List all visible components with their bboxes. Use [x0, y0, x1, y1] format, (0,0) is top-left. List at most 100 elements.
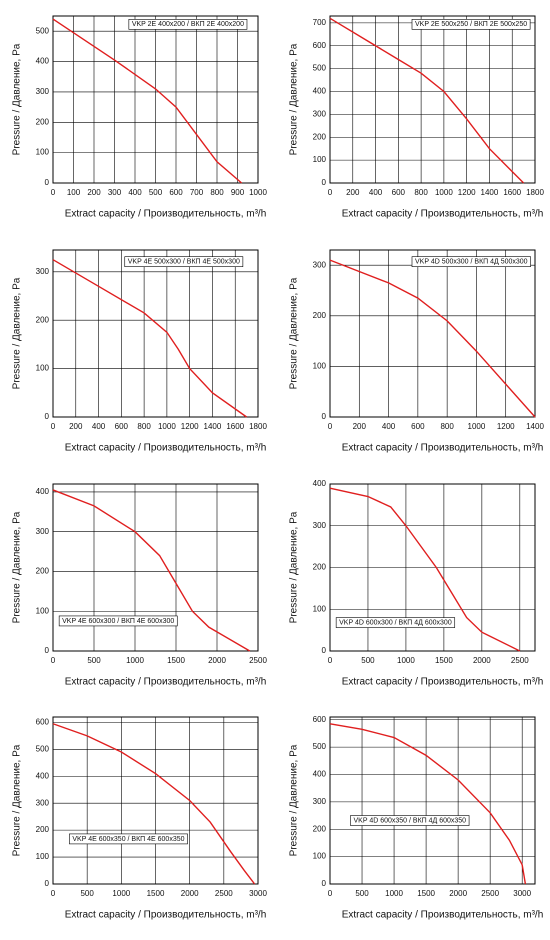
x-tick-label: 2000: [208, 656, 226, 665]
x-tick-label: 1000: [112, 889, 130, 898]
y-tick-label: 200: [36, 315, 50, 324]
y-tick-label: 0: [45, 412, 50, 421]
x-axis-title: Extract capacity / Производительность, m…: [342, 209, 544, 220]
y-axis-title: Pressure / Давление, Pa: [289, 511, 300, 623]
y-tick-label: 100: [36, 148, 50, 157]
x-tick-label: 2500: [511, 656, 529, 665]
curve: [329, 487, 521, 652]
legend-box: [411, 256, 531, 267]
y-tick-label: 500: [36, 26, 50, 35]
y-tick-label: 200: [36, 117, 50, 126]
curve: [329, 17, 525, 184]
legend-text: VKP 2E 400x200 / ВКП 2Е 400x200: [132, 21, 244, 28]
y-tick-label: 0: [45, 646, 50, 655]
plot-area: [329, 249, 536, 418]
y-tick-label: 600: [313, 41, 327, 50]
legend-box: [69, 833, 188, 845]
x-tick-label: 1500: [147, 889, 165, 898]
y-tick-label: 300: [313, 797, 327, 806]
plot-area: [329, 716, 536, 885]
y-tick-label: 0: [322, 646, 327, 655]
y-tick-label: 100: [36, 606, 50, 615]
y-tick-label: 100: [313, 604, 327, 613]
y-tick-label: 700: [313, 18, 327, 27]
x-tick-label: 200: [346, 188, 360, 197]
x-tick-label: 600: [411, 422, 425, 431]
x-tick-label: 1000: [397, 656, 415, 665]
legend-text: VKP 4D 600x350 / ВКП 4Д 600x350: [354, 817, 467, 824]
x-tick-label: 500: [80, 889, 94, 898]
x-tick-label: 400: [128, 188, 142, 197]
x-tick-label: 500: [87, 656, 101, 665]
curve: [52, 259, 248, 418]
y-axis-title: Pressure / Давление, Pa: [12, 511, 23, 623]
x-tick-label: 1400: [526, 422, 544, 431]
curve: [329, 723, 527, 885]
y-tick-label: 100: [36, 852, 50, 861]
x-tick-label: 1400: [481, 188, 499, 197]
legend-label: VKP 4D 600x300 / ВКП 4Д 600x300: [335, 617, 456, 628]
x-tick-label: 100: [67, 188, 81, 197]
x-tick-label: 800: [210, 188, 224, 197]
y-tick-label: 400: [313, 479, 327, 488]
curve: [52, 723, 256, 885]
curve: [329, 259, 536, 418]
x-tick-label: 2000: [473, 656, 491, 665]
x-tick-label: 1200: [181, 422, 199, 431]
legend-text: VKP 4E 600x350 / ВКП 4Е 600x350: [72, 836, 184, 843]
x-tick-label: 1500: [167, 656, 185, 665]
legend-label: VKP 4D 600x350 / ВКП 4Д 600x350: [350, 815, 470, 826]
x-tick-label: 1000: [249, 188, 267, 197]
y-tick-label: 300: [313, 521, 327, 530]
x-tick-label: 400: [382, 422, 396, 431]
plot-area: [329, 15, 536, 184]
x-tick-label: 2500: [481, 889, 499, 898]
x-tick-label: 1600: [226, 422, 244, 431]
y-axis-title: Pressure / Давление, Pa: [12, 277, 23, 389]
legend-box: [350, 815, 470, 826]
x-tick-label: 2500: [249, 656, 267, 665]
x-tick-label: 700: [190, 188, 204, 197]
x-tick-label: 1200: [497, 422, 515, 431]
legend-label: VKP 4E 600x300 / ВКП 4Е 600x300: [58, 615, 178, 627]
y-tick-label: 600: [36, 717, 50, 726]
x-axis-title: Extract capacity / Производительность, m…: [342, 443, 544, 454]
y-tick-label: 200: [313, 132, 327, 141]
x-tick-label: 1400: [204, 422, 222, 431]
y-tick-label: 0: [322, 879, 327, 888]
x-tick-label: 0: [51, 188, 56, 197]
y-tick-label: 100: [313, 155, 327, 164]
y-tick-label: 300: [313, 260, 327, 269]
legend-text: VKP 4D 600x300 / ВКП 4Д 600x300: [339, 619, 452, 626]
x-tick-label: 200: [87, 188, 101, 197]
x-tick-label: 500: [361, 656, 375, 665]
x-axis-title: Extract capacity / Производительность, m…: [65, 677, 267, 688]
x-tick-label: 900: [231, 188, 245, 197]
x-axis-title: Extract capacity / Производительность, m…: [65, 910, 267, 921]
x-tick-label: 0: [51, 889, 56, 898]
x-tick-label: 500: [149, 188, 163, 197]
x-axis-title: Extract capacity / Производительность, m…: [65, 443, 267, 454]
x-tick-label: 2500: [215, 889, 233, 898]
y-tick-label: 500: [36, 744, 50, 753]
x-axis-title: Extract capacity / Производительность, m…: [65, 209, 267, 220]
x-tick-label: 0: [51, 422, 56, 431]
x-tick-label: 300: [108, 188, 122, 197]
legend-text: VKP 4E 500x300 / ВКП 4Е 500x300: [128, 259, 240, 266]
y-tick-label: 400: [36, 57, 50, 66]
x-tick-label: 2000: [449, 889, 467, 898]
x-tick-label: 1500: [435, 656, 453, 665]
y-axis-title: Pressure / Давление, Pa: [289, 43, 300, 155]
x-tick-label: 0: [328, 188, 333, 197]
legend-box: [58, 615, 178, 627]
x-tick-label: 600: [115, 422, 129, 431]
y-tick-label: 0: [322, 412, 327, 421]
y-tick-label: 100: [313, 852, 327, 861]
curve: [52, 489, 251, 652]
x-tick-label: 0: [328, 656, 333, 665]
legend-label: VKP 4E 600x350 / ВКП 4Е 600x350: [69, 833, 188, 845]
curve: [52, 18, 243, 184]
y-tick-label: 0: [45, 178, 50, 187]
x-tick-label: 1000: [126, 656, 144, 665]
